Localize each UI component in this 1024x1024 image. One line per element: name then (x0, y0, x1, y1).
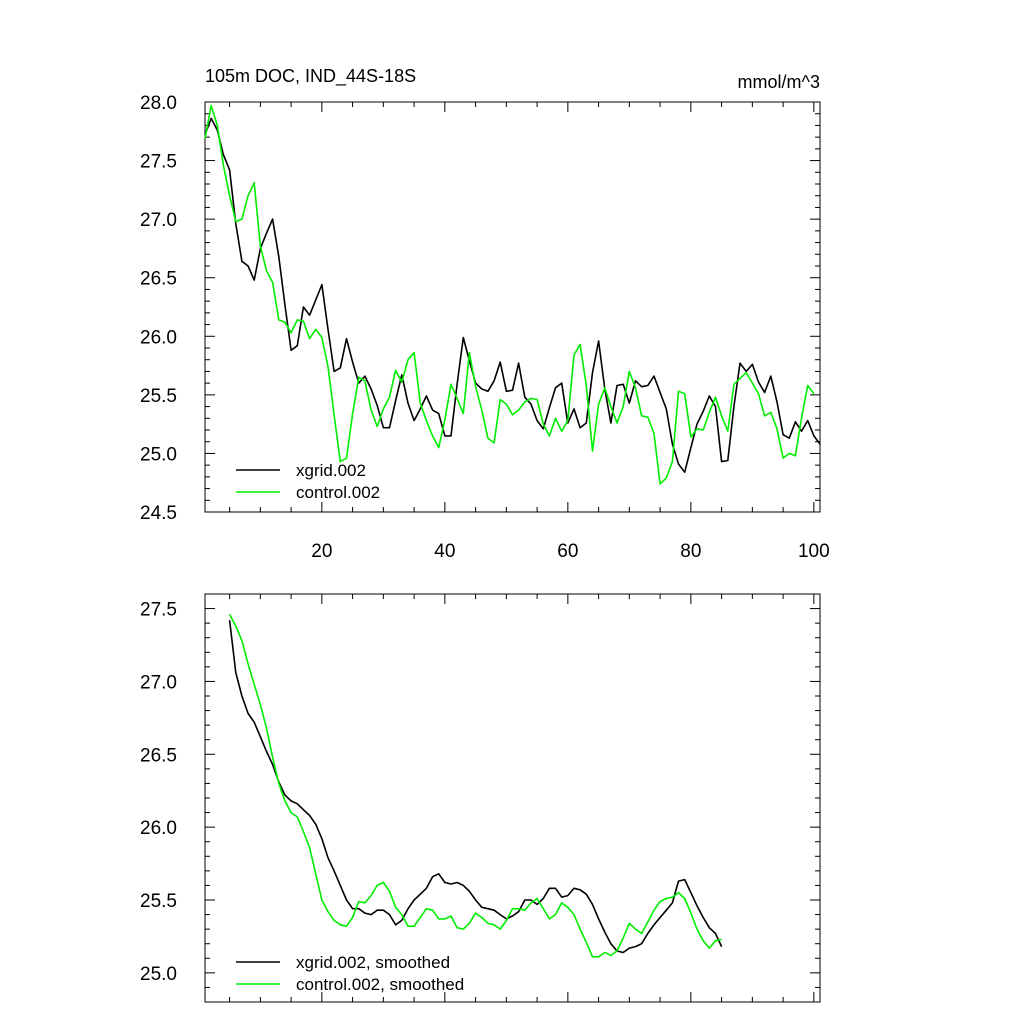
units-label: mmol/m^3 (738, 72, 820, 92)
x-tick-label: 100 (798, 541, 830, 562)
y-tick-label: 26.0 (140, 327, 177, 348)
legend-label: xgrid.002, smoothed (296, 953, 450, 972)
plot-frame (204, 593, 821, 1003)
y-tick-label: 25.0 (140, 444, 177, 465)
y-tick-label: 26.5 (140, 269, 177, 290)
series-line-xgrid-002 (204, 117, 821, 474)
y-tick-label: 28.0 (140, 93, 177, 114)
y-tick-label: 26.5 (140, 745, 177, 766)
x-tick-label: 20 (311, 541, 332, 562)
y-tick-label: 27.5 (140, 152, 177, 173)
legend-label: xgrid.002 (296, 461, 366, 480)
x-tick-label: 60 (557, 541, 578, 562)
bottom-panel: 25.0 25.5 26.0 26.5 27.0 27.5 xgrid.002, smoot… (140, 593, 821, 1003)
chart-title: 105m DOC, IND_44S-18S (205, 66, 416, 87)
series-line-control-002 (204, 104, 815, 485)
y-tick-label: 26.0 (140, 818, 177, 839)
top-panel: 20 40 60 80 100 24.5 25.0 25.5 26.0 26.5 27.0 27.5 2… (140, 66, 830, 562)
series-line-control-002-smoothed (228, 614, 722, 958)
x-tick-label: 80 (680, 541, 701, 562)
y-tick-label: 27.0 (140, 210, 177, 231)
y-tick-label: 25.5 (140, 386, 177, 407)
series-line-xgrid-002-smoothed (228, 620, 723, 954)
y-tick-label: 27.5 (140, 600, 177, 621)
legend-label: control.002, smoothed (296, 975, 464, 994)
y-tick-label: 25.0 (140, 964, 177, 985)
y-tick-label: 25.5 (140, 891, 177, 912)
y-tick-label: 24.5 (140, 503, 177, 524)
plot-frame (204, 101, 821, 513)
x-tick-label: 40 (434, 541, 455, 562)
y-tick-label: 27.0 (140, 672, 177, 693)
legend-label: control.002 (296, 483, 380, 502)
